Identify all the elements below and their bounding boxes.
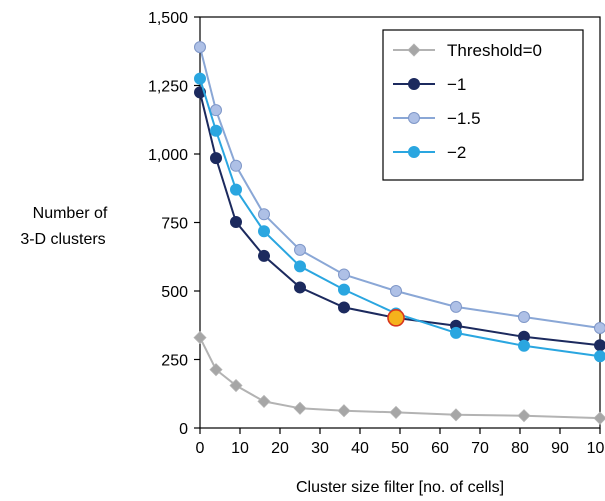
x-tick-label: 60: [431, 440, 449, 457]
data-point: [257, 394, 271, 408]
x-tick-label: 90: [551, 440, 569, 457]
data-point: [294, 260, 306, 273]
data-point: [194, 41, 206, 54]
data-point: [594, 339, 605, 352]
y-tick-label: 750: [161, 216, 188, 233]
y-tick-label: 500: [161, 284, 188, 301]
x-tick-label: 70: [471, 440, 489, 457]
highlight-point: [387, 309, 405, 327]
data-point: [258, 225, 270, 238]
data-point: [293, 401, 307, 415]
data-point: [230, 183, 242, 196]
data-point: [594, 350, 605, 363]
x-tick-label: 30: [311, 440, 329, 457]
legend-marker: [408, 112, 420, 124]
data-point: [450, 326, 462, 339]
data-point: [338, 283, 350, 296]
y-axis-title-line-1: Number of: [33, 205, 108, 222]
data-point: [389, 405, 403, 419]
x-tick-label: 40: [351, 440, 369, 457]
data-point: [294, 243, 306, 256]
series-2: [194, 41, 605, 334]
legend-marker: [408, 146, 420, 158]
y-tick-label: 0: [179, 421, 188, 438]
data-point: [229, 378, 243, 393]
y-tick-label: 1,250: [148, 79, 188, 96]
series-line: [199, 337, 601, 420]
legend-label: Threshold=0: [447, 41, 542, 60]
tick-labels: 0 250 500 750 1,000 1,250 1,500 0 10 20 30 40 50 60 70…: [148, 10, 605, 457]
data-point: [518, 311, 530, 324]
data-point: [338, 268, 350, 281]
data-point: [449, 408, 463, 422]
x-tick-label: 0: [196, 440, 205, 457]
series-3: [194, 72, 605, 363]
data-point: [518, 339, 530, 352]
y-tick-label: 1,000: [148, 147, 188, 164]
data-point: [390, 285, 402, 297]
y-tick-label: 1,500: [148, 10, 188, 27]
legend-label: −1.5: [447, 109, 481, 128]
legend-label: −1: [447, 75, 466, 94]
highlight-layer: [387, 309, 405, 327]
data-point: [209, 363, 223, 377]
series-line: [199, 78, 601, 358]
legend-marker: [408, 78, 420, 90]
series-0: [193, 331, 605, 425]
axes: [194, 16, 601, 434]
data-point: [593, 411, 605, 425]
series-line: [199, 92, 601, 347]
data-point: [294, 281, 306, 294]
data-point: [258, 249, 270, 262]
legend-entry: −2: [393, 143, 466, 162]
data-point: [258, 208, 270, 221]
legend: Threshold=0 −1 −1.5 −2: [382, 29, 584, 181]
data-point: [517, 409, 531, 423]
legend-entry: −1.5: [393, 109, 481, 128]
legend-entry: Threshold=0: [393, 41, 542, 60]
data-point: [210, 124, 222, 137]
data-point: [230, 215, 242, 228]
y-axis-title-line-2: 3-D clusters: [20, 231, 105, 248]
x-tick-label: 50: [391, 440, 409, 457]
data-point: [194, 72, 206, 85]
legend-entry: −1: [393, 75, 466, 94]
x-tick-label: 80: [511, 440, 529, 457]
data-point: [230, 159, 242, 172]
series-line: [199, 46, 601, 329]
data-point: [210, 104, 222, 117]
legend-label: −2: [447, 143, 466, 162]
legend-marker: [407, 43, 421, 57]
x-tick-label: 10: [231, 440, 249, 457]
series-lines: [193, 41, 605, 425]
x-tick-label: 20: [271, 440, 289, 457]
data-point: [337, 404, 351, 418]
data-point: [193, 331, 207, 345]
data-point: [210, 152, 222, 165]
data-point: [594, 321, 605, 334]
data-point: [450, 300, 462, 313]
x-tick-label: 100: [587, 440, 605, 457]
x-axis-title: Cluster size filter [no. of cells]: [296, 479, 504, 496]
data-point: [338, 301, 350, 314]
y-tick-label: 250: [161, 353, 188, 370]
